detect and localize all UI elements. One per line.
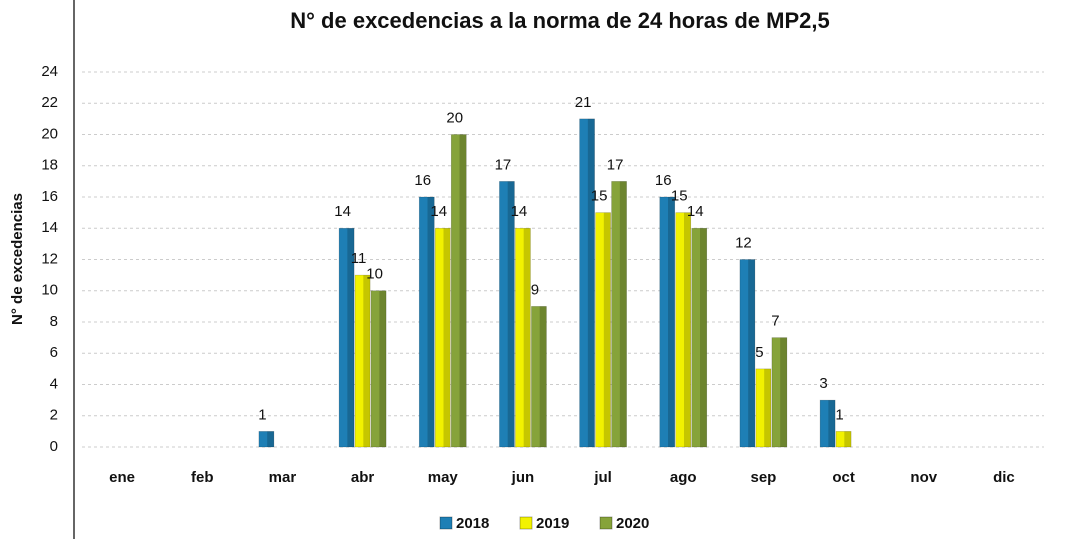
bar-shade [587,118,595,447]
x-tick-label: ene [109,469,135,486]
bar-shade [539,306,547,447]
bar-shade [459,134,467,447]
bar-shade [684,212,691,447]
bar-shade [828,400,836,447]
y-tick-label: 4 [50,375,58,392]
legend-swatch [439,516,453,530]
bar [450,134,467,448]
y-tick-label: 14 [41,219,58,236]
bar-shade [780,337,787,447]
bar [258,431,275,448]
bar-shade [523,228,531,447]
bar-shade [427,197,435,447]
data-label: 16 [655,172,672,189]
x-tick-label: oct [832,469,855,486]
data-label: 1 [835,406,843,423]
y-axis-label: N° de excedencias [9,193,26,325]
data-label: 10 [366,266,383,283]
data-label: 14 [687,203,704,220]
legend-swatch [599,516,613,530]
chart-title: N° de excedencias a la norma de 24 horas… [290,8,829,33]
data-label: 12 [735,234,752,251]
data-label: 21 [575,94,592,111]
bar [675,212,692,448]
data-label: 5 [755,344,763,361]
bar-shade [603,212,611,447]
y-tick-label: 18 [41,157,58,174]
y-tick-label: 20 [41,125,58,142]
bar-shade [619,181,627,447]
data-label: 1 [258,406,266,423]
data-label: 7 [771,313,779,330]
data-label: 14 [511,203,528,220]
bar [595,212,611,448]
bar [771,337,788,448]
x-tick-label: may [428,469,459,486]
legend-label: 2020 [616,515,649,532]
bar-shade [347,228,355,447]
bar [691,227,708,448]
bar [755,368,772,448]
x-tick-label: jun [511,469,535,486]
legend-swatch [519,516,533,530]
data-label: 16 [414,172,431,189]
bar-shade [764,368,771,447]
bar [499,181,515,448]
bar [659,196,676,448]
bar [354,274,371,448]
bar-shade [700,228,707,447]
y-tick-label: 8 [50,313,58,330]
x-tick-label: nov [910,469,937,486]
x-tick-label: abr [351,469,375,486]
y-tick-label: 0 [50,438,58,455]
y-tick-label: 12 [41,250,58,267]
data-label: 17 [607,156,624,173]
data-label: 9 [531,281,539,298]
x-tick-label: dic [993,469,1015,486]
data-label: 3 [819,375,827,392]
x-tick-label: mar [269,469,297,486]
data-label: 20 [446,109,463,126]
data-label: 15 [671,188,688,205]
bar [611,181,627,448]
bar [739,259,756,448]
y-tick-label: 6 [50,344,58,361]
bar [418,196,435,448]
legend-label: 2018 [456,515,489,532]
bar-shade [443,228,451,447]
bar [531,306,547,448]
x-tick-label: sep [750,469,776,486]
data-label: 14 [430,203,447,220]
y-tick-label: 10 [41,282,58,299]
bar [835,431,852,448]
bar [819,399,836,448]
y-tick-label: 24 [41,63,58,80]
bar [579,118,595,448]
bar-shade [363,275,371,447]
legend-label: 2019 [536,515,569,532]
data-label: 17 [495,156,512,173]
data-label: 15 [591,188,608,205]
bar-shade [668,197,675,447]
bar-shade [748,259,755,447]
x-tick-label: jul [593,469,612,486]
bar-shade [379,290,387,447]
bar [338,227,355,448]
bar [515,227,531,448]
x-tick-label: feb [191,469,214,486]
bar [370,290,387,448]
bar-shade [267,431,274,447]
bar [434,227,451,448]
data-label: 11 [351,250,367,267]
y-tick-label: 22 [41,94,58,111]
y-tick-label: 16 [41,188,58,205]
y-tick-label: 2 [50,407,58,424]
data-label: 14 [334,203,351,220]
bar-shade [507,181,515,447]
x-tick-label: ago [670,469,697,486]
bar-shade [844,431,852,447]
